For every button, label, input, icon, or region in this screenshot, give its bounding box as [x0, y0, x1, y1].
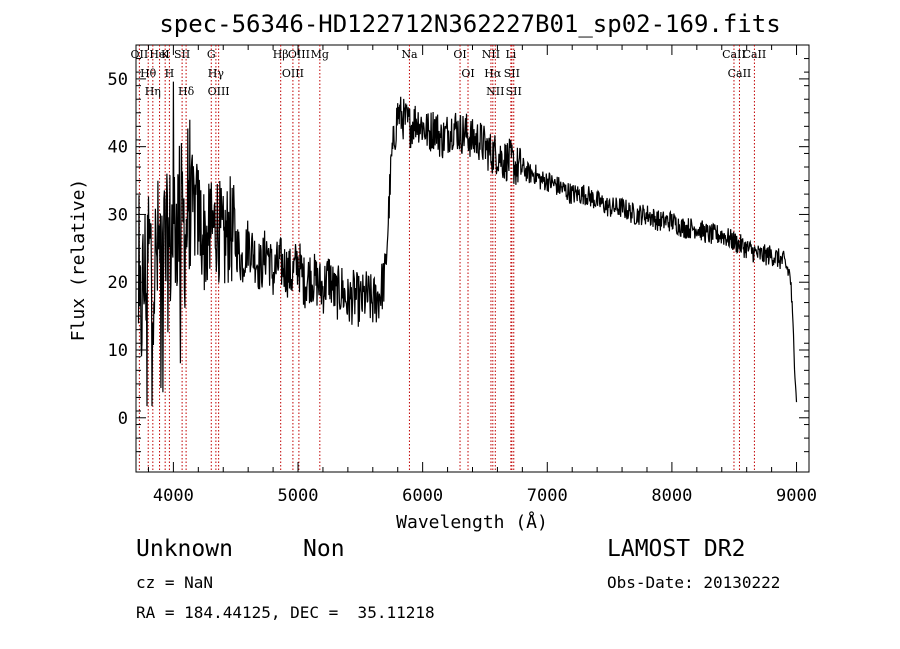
line-marker-label: SII — [506, 85, 522, 98]
x-tick-label: 7000 — [527, 486, 568, 506]
line-marker-label: SII — [174, 48, 190, 61]
x-tick-label: 9000 — [776, 486, 817, 506]
survey-name: LAMOST DR2 — [607, 536, 746, 562]
line-marker-label: H — [165, 67, 175, 80]
spectrum-line — [137, 81, 798, 407]
line-marker-label: G — [207, 48, 216, 61]
object-subclass: Non — [303, 536, 345, 562]
y-tick-label: 40 — [108, 138, 128, 158]
line-marker-label: Hγ — [208, 67, 225, 80]
line-marker-label: Hβ — [273, 48, 289, 61]
line-marker-label: HeI — [149, 48, 169, 61]
y-tick-label: 20 — [108, 273, 128, 293]
line-marker-label: Li — [505, 48, 516, 61]
line-marker-label: Hδ — [178, 85, 195, 98]
line-marker-label: Hα — [484, 67, 502, 80]
x-tick-label: 8000 — [651, 486, 692, 506]
line-marker-label: CaII — [743, 48, 767, 61]
y-tick-label: 0 — [118, 409, 128, 429]
y-tick-label: 30 — [108, 205, 128, 225]
line-marker-label: CaII — [722, 48, 746, 61]
line-marker-label: OIII — [282, 67, 304, 80]
line-marker-label: OIII — [288, 48, 310, 61]
x-tick-label: 5000 — [278, 486, 319, 506]
line-marker-label: OII — [131, 48, 149, 61]
line-marker-label: Hη — [145, 85, 161, 98]
y-tick-label: 50 — [108, 70, 128, 90]
x-tick-label: 4000 — [153, 486, 194, 506]
observation-date: Obs-Date: 20130222 — [607, 573, 781, 592]
object-class: Unknown — [136, 536, 233, 562]
coordinates: RA = 184.44125, DEC = 35.11218 — [136, 603, 435, 622]
x-axis-label: Wavelength (Å) — [396, 511, 548, 533]
spectrum-chart: spec-56346-HD122712N362227B01_sp02-169.f… — [68, 10, 817, 533]
y-axis-label: Flux (relative) — [68, 179, 89, 342]
y-tick-label: 10 — [108, 341, 128, 361]
redshift-value: cz = NaN — [136, 573, 214, 592]
line-marker-label: OI — [461, 67, 474, 80]
line-marker-label: Hθ — [140, 67, 157, 80]
line-marker-label: Na — [401, 48, 418, 61]
line-marker-label: CaII — [728, 67, 752, 80]
line-marker-label: Mg — [311, 48, 329, 61]
axis-ticks: 4000 5000 6000 7000 8000 9000 0 10 20 30 40 50 — [108, 44, 817, 506]
line-marker-label: NII — [482, 48, 500, 61]
x-tick-label: 6000 — [402, 486, 443, 506]
line-marker-label: OI — [453, 48, 466, 61]
chart-title: spec-56346-HD122712N362227B01_sp02-169.f… — [159, 10, 780, 38]
line-marker-label: K — [161, 48, 170, 61]
line-marker-label: OIII — [208, 85, 230, 98]
line-marker-label: NII — [486, 85, 504, 98]
line-marker-label: SII — [504, 67, 520, 80]
